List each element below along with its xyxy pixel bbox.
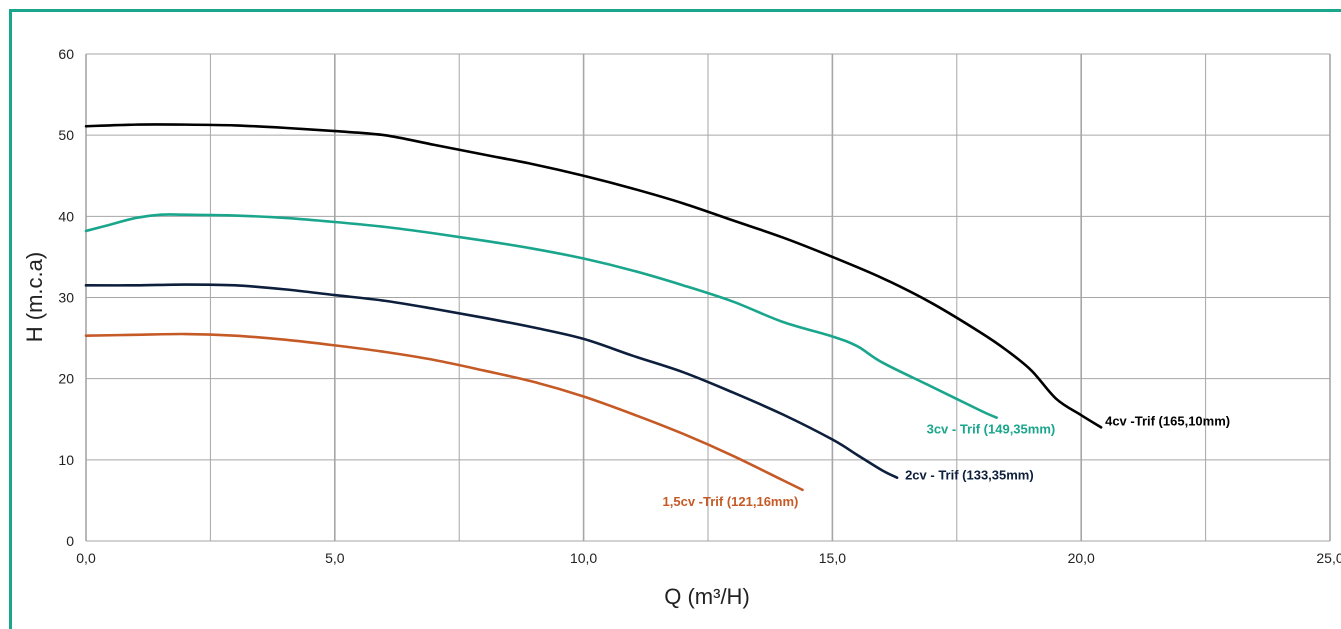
- x-tick-label: 10,0: [570, 550, 597, 566]
- tick-labels: 0,0 5,0 10,0 15,0 20,0 25,0 0 10 20 30 40 50 60: [58, 46, 1341, 566]
- series-line: [84, 123, 1103, 429]
- x-tick-label: 5,0: [325, 550, 345, 566]
- series-labels: 4cv -Trif (165,10mm) 3cv - Trif (149,35mm…: [663, 413, 1231, 508]
- x-tick-label: 20,0: [1068, 550, 1095, 566]
- chart-frame: [9, 9, 1341, 629]
- grid: [85, 53, 1331, 542]
- series-label: 1,5cv -Trif (121,16mm): [663, 494, 799, 509]
- y-tick-label: 20: [58, 371, 74, 387]
- x-tick-label: 25,0: [1316, 550, 1341, 566]
- y-tick-label: 0: [66, 533, 74, 549]
- y-axis-title: H (m.c.a): [22, 252, 47, 342]
- x-tick-label: 15,0: [819, 550, 846, 566]
- y-tick-label: 50: [58, 127, 74, 143]
- series-label: 3cv - Trif (149,35mm): [927, 422, 1056, 437]
- y-tick-label: 30: [58, 290, 74, 306]
- y-tick-label: 40: [58, 208, 74, 224]
- series-line: [84, 213, 998, 419]
- series-line: [84, 332, 804, 492]
- series-label: 2cv - Trif (133,35mm): [905, 468, 1034, 483]
- y-tick-label: 60: [58, 46, 74, 62]
- series-lines: [84, 123, 1103, 492]
- y-tick-label: 10: [58, 452, 74, 468]
- x-axis-title: Q (m³/H): [664, 584, 750, 609]
- x-tick-label: 0,0: [76, 550, 96, 566]
- series-line: [84, 283, 899, 479]
- series-label: 4cv -Trif (165,10mm): [1105, 413, 1230, 428]
